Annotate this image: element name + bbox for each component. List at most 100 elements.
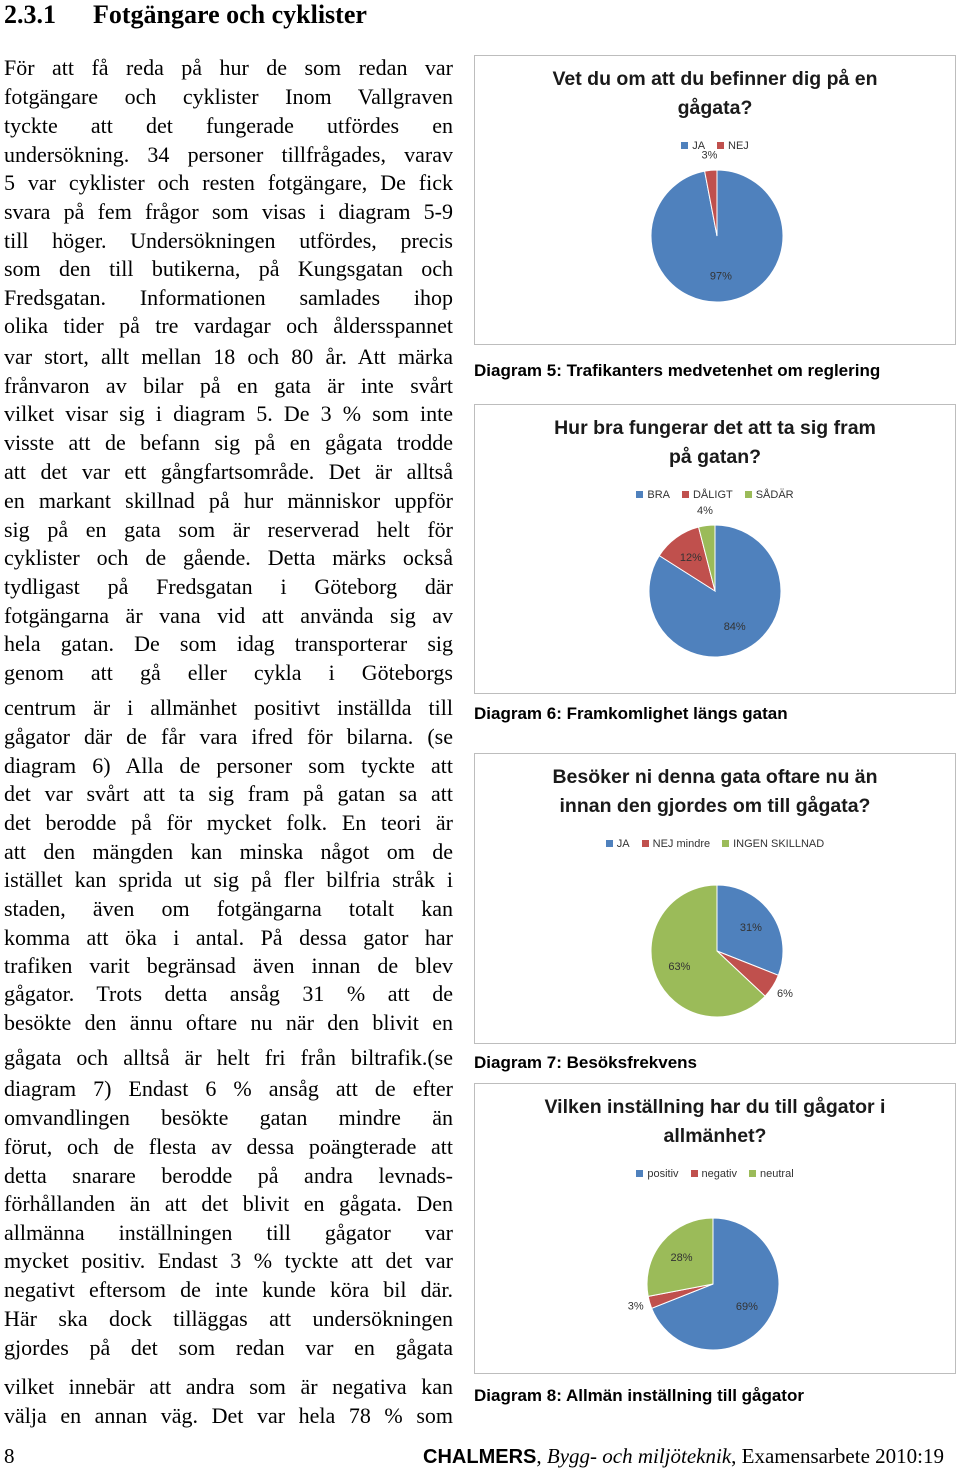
legend-item: BRA	[636, 489, 670, 501]
data-label: 28%	[670, 1252, 692, 1264]
legend-label: NEJ mindre	[652, 838, 711, 850]
chart-box: Vet du om att du befinner dig på en gågat…	[474, 55, 956, 345]
text-line: frånvaron av bilar på en gata är inte sv…	[4, 373, 453, 398]
chart-box: Hur bra fungerar det att ta sig fram på g…	[474, 404, 956, 694]
legend-label: positiv	[647, 1168, 679, 1180]
text-line: istället kan sprida ut sig på fler bilfr…	[4, 867, 453, 892]
chart-caption: Diagram 7: Besöksfrekvens	[474, 1053, 698, 1072]
text-line: trafiken varit begränsad även innan de b…	[4, 953, 453, 978]
text-line: cyklister och de gående. Detta märks ock…	[4, 545, 453, 570]
legend-item: DÅLIGT	[681, 489, 733, 501]
text-line: olika tider på tre vardagar och ålderssp…	[4, 313, 453, 338]
legend: positiv negativ neutral	[475, 1168, 955, 1180]
chart-title: allmänhet?	[663, 1125, 767, 1147]
page-number: 8	[4, 1444, 15, 1468]
text-line: fotgängarna är vana vid att använda sig …	[4, 603, 453, 628]
text-line: gjordes på det som redan var en gågata	[4, 1335, 453, 1360]
department: Bygg- och miljöteknik	[546, 1444, 732, 1468]
data-label: 4%	[697, 505, 713, 517]
legend-label: DÅLIGT	[692, 489, 733, 501]
text-line: tydligast på Fredsgatan i Göteborg där	[4, 574, 453, 599]
chart-caption: Diagram 5: Trafikanters medvetenhet om r…	[474, 361, 881, 380]
text-line: till höger. Undersökningen utfördes, pre…	[4, 228, 453, 253]
legend-swatch	[749, 1170, 757, 1177]
pie-slice	[650, 884, 766, 1018]
data-label: 63%	[668, 961, 690, 973]
text-line: gågata och alltså är helt fri från biltr…	[4, 1045, 453, 1070]
separator: ,	[536, 1444, 547, 1468]
pie-chart: 31% 6% 63%	[650, 884, 793, 1018]
legend-label: INGEN SKILLNAD	[733, 838, 825, 850]
text-line: en markant skillnad på hur människor upp…	[4, 488, 453, 513]
legend-swatch	[717, 142, 725, 149]
legend-item: INGEN SKILLNAD	[722, 838, 824, 850]
text-line: komma att öka i antal. På dessa gator ha…	[4, 925, 453, 950]
legend-swatch	[636, 1170, 644, 1177]
legend-item: positiv	[636, 1168, 679, 1180]
text-line: Här ska dock tilläggas att undersökninge…	[4, 1306, 453, 1331]
legend-swatch	[641, 840, 649, 847]
text-line: besökte den ännu oftare nu när den blivi…	[4, 1010, 453, 1035]
chart-caption: Diagram 6: Framkomlighet längs gatan	[474, 704, 788, 723]
text-line: allmänna inställningen till gågator var	[4, 1220, 453, 1245]
chart-title: på gatan?	[668, 446, 762, 468]
chart-title: Hur bra fungerar det att ta sig fram	[554, 417, 876, 439]
text-line: välja en annan väg. Det var hela 78 % so…	[4, 1403, 453, 1428]
text-line: vilket innebär att andra som är negativa…	[4, 1374, 453, 1399]
text-line: att det var ett gångfartsområde. Det är …	[4, 459, 453, 484]
text-line: diagram 6) Alla de personer som tyckte a…	[4, 753, 453, 778]
chart-caption: Diagram 8: Allmän inställning till gågat…	[474, 1386, 804, 1405]
legend-label: JA	[616, 838, 630, 850]
separator: ,	[731, 1444, 742, 1468]
legend-item: NEJ mindre	[641, 838, 711, 850]
legend-label: BRA	[647, 489, 670, 501]
text-line: staden, även om fotgängarna totalt kan	[4, 896, 453, 921]
chart-box: Vilken inställning har du till gågator i…	[474, 1083, 956, 1374]
legend-swatch	[681, 142, 689, 149]
legend: JA NEJ	[475, 140, 955, 152]
legend-item: SÅDÄR	[744, 489, 794, 501]
pie-chart: 69% 3% 28%	[628, 1217, 780, 1351]
data-label: 3%	[628, 1300, 644, 1312]
legend-label: JA	[692, 140, 706, 152]
text-line: som den till butikerna, på Kungsgatan oc…	[4, 256, 453, 281]
text-line: sig på en gata som är reserverad helt fö…	[4, 517, 453, 542]
text-line: hela gatan. De som idag transporterar si…	[4, 631, 453, 656]
chart-box: Besöker ni denna gata oftare nu än innan …	[474, 753, 956, 1044]
legend-label: NEJ	[728, 140, 749, 152]
pie-slice	[716, 884, 784, 976]
legend-label: neutral	[760, 1168, 794, 1180]
pie-slice	[650, 1217, 780, 1351]
text-line: genom att gå eller cykla i Göteborgs	[4, 660, 453, 685]
text-line: För att få reda på hur de som redan var	[4, 55, 453, 80]
text-line: 5 var cyklister och resten fotgängare, D…	[4, 170, 453, 195]
legend-swatch	[605, 840, 613, 847]
legend-item: JA	[605, 838, 630, 850]
pie-slice	[697, 524, 716, 592]
text-line: gågator där de får vara ifred för bilarn…	[4, 724, 453, 749]
legend-item: negativ	[690, 1168, 737, 1180]
pie-slice	[704, 169, 718, 237]
text-line: undersökning. 34 personer tillfrågades, …	[4, 142, 453, 167]
legend-item: NEJ	[717, 140, 749, 152]
pie-slice	[646, 1217, 714, 1297]
data-label: 6%	[777, 988, 793, 1000]
text-line: detta snarare berodde på andra levnads-	[4, 1163, 453, 1188]
text-line: förhållanden än att det blivit en gågata…	[4, 1191, 453, 1216]
legend-swatch	[744, 491, 752, 498]
text-line: omvandlingen besökte gatan mindre än	[4, 1105, 453, 1130]
data-label: 97%	[710, 271, 732, 283]
chart-title: innan den gjordes om till gågata?	[559, 795, 871, 817]
text-line: centrum är i allmänhet positivt inställd…	[4, 695, 453, 720]
data-label: 69%	[736, 1301, 758, 1313]
text-line: gågator. Trots detta ansåg 31 % att de	[4, 981, 453, 1006]
text-line: förut, och de flesta av dessa poängterad…	[4, 1134, 453, 1159]
text-line: att den mängden kan minska något om de	[4, 839, 453, 864]
pie-chart: 84% 12% 4%	[648, 505, 782, 658]
text-line: negativt eftersom de inte kunde köra bil…	[4, 1277, 453, 1302]
legend-item: neutral	[749, 1168, 794, 1180]
footer-text: CHALMERS, Bygg- och miljöteknik, Examens…	[423, 1444, 944, 1469]
legend-label: SÅDÄR	[755, 489, 794, 501]
data-label: 12%	[680, 552, 702, 564]
